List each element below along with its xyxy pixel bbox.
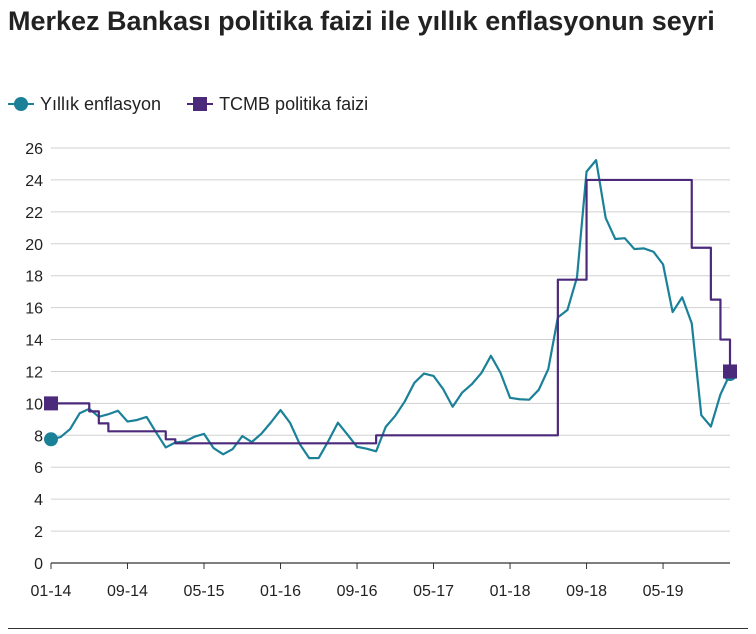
x-tick-label-09-18: 09-18 [566,583,607,600]
x-tick-label-01-18: 01-18 [490,583,531,600]
chart-title: Merkez Bankası politika faizi ile yıllık… [8,6,715,36]
y-tick-label-4: 4 [34,492,43,509]
x-tick-label-01-14: 01-14 [31,583,72,600]
y-tick-label-16: 16 [25,301,43,318]
y-tick-label-0: 0 [34,556,43,573]
series-marker-policy-rate-start [44,396,58,411]
y-tick-label-12: 12 [25,364,43,381]
bottom-rule [8,628,748,629]
series-line-policy-rate [51,178,732,445]
x-tick-label-05-15: 05-15 [184,583,225,600]
y-tick-label-8: 8 [34,428,43,445]
legend-label-inflation: Yıllık enflasyon [40,93,162,114]
y-tick-label-6: 6 [34,460,43,477]
chart-legend: Yıllık enflasyon TCMB politika faizi [8,92,394,116]
legend-item-policy-rate: TCMB politika faizi [187,94,368,115]
x-tick-label-05-19: 05-19 [643,583,684,600]
y-tick-label-24: 24 [25,173,43,190]
legend-marker-policy-rate [187,94,214,114]
y-tick-label-10: 10 [25,396,43,413]
series-marker-inflation-start [44,432,58,447]
series-marker-policy-rate-end [723,364,737,379]
y-tick-label-2: 2 [34,524,43,541]
legend-item-inflation: Yıllık enflasyon [8,94,161,115]
legend-marker-inflation [8,94,34,114]
x-tick-label-09-14: 09-14 [107,583,148,600]
x-tick-label-01-16: 01-16 [260,583,301,600]
y-tick-label-18: 18 [25,269,43,286]
x-tick-label-05-17: 05-17 [413,583,454,600]
y-tick-label-26: 26 [25,141,43,158]
y-tick-label-20: 20 [25,237,43,254]
legend-label-policy-rate: TCMB politika faizi [219,93,369,114]
series-line-inflation [50,159,731,460]
y-tick-label-22: 22 [25,205,43,222]
x-tick-label-09-16: 09-16 [337,583,378,600]
y-tick-label-14: 14 [25,333,43,350]
